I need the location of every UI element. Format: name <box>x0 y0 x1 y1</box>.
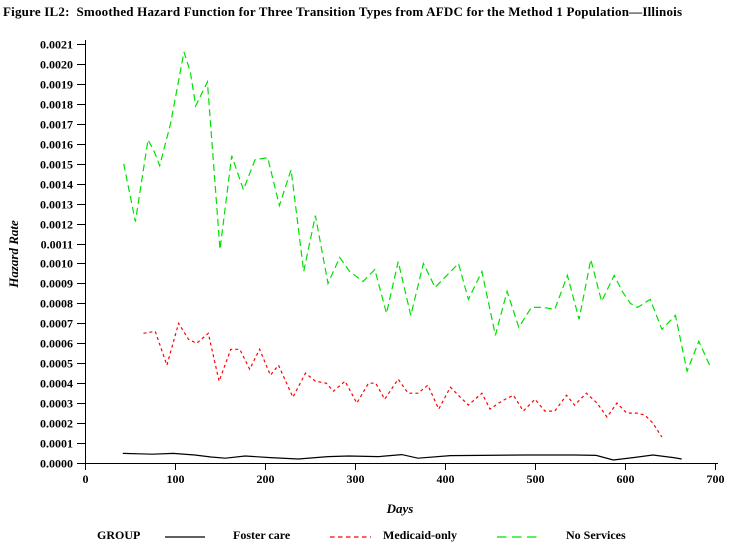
x-axis-title: Days <box>386 501 414 516</box>
x-tick-label: 400 <box>437 472 455 486</box>
figure-title: Figure IL2: Smoothed Hazard Function for… <box>3 4 683 19</box>
data-series <box>122 51 711 461</box>
y-tick-label: 0.0003 <box>40 397 73 411</box>
y-tick-label: 0.0011 <box>41 238 73 252</box>
y-tick-label: 0.0001 <box>40 437 73 451</box>
y-tick-label: 0.0002 <box>40 417 73 431</box>
y-tick-label: 0.0010 <box>40 257 73 271</box>
series-line-no-services <box>123 51 711 374</box>
x-tick-label: 600 <box>617 472 635 486</box>
y-tick-label: 0.0021 <box>40 38 73 52</box>
y-tick-label: 0.0017 <box>40 118 73 132</box>
y-tick-label: 0.0019 <box>40 78 73 92</box>
y-tick-label: 0.0013 <box>40 198 73 212</box>
y-tick-label: 0.0000 <box>40 457 73 471</box>
x-tick-label: 300 <box>347 472 365 486</box>
y-tick-label: 0.0012 <box>40 218 73 232</box>
y-tick-label: 0.0008 <box>40 297 73 311</box>
axes: 0.0000 0.0001 0.0002 0.0003 0.0004 0.0005 0.00… <box>40 38 725 487</box>
y-tick-label: 0.0004 <box>40 377 73 391</box>
y-tick-label: 0.0009 <box>40 277 73 291</box>
series-line-foster-care <box>122 452 682 461</box>
series-line-medicaid-only <box>143 321 663 438</box>
x-tick-label: 200 <box>257 472 275 486</box>
y-tick-label: 0.0007 <box>40 317 73 331</box>
y-tick-label: 0.0005 <box>40 357 73 371</box>
x-tick-label: 500 <box>527 472 545 486</box>
y-tick-label: 0.0016 <box>40 138 73 152</box>
x-tick-label: 0 <box>83 472 89 486</box>
y-tick-label: 0.0015 <box>40 158 73 172</box>
x-tick-label: 700 <box>707 472 725 486</box>
x-tick-label: 100 <box>167 472 185 486</box>
y-tick-label: 0.0020 <box>40 58 73 72</box>
y-tick-label: 0.0014 <box>40 178 73 192</box>
y-tick-label: 0.0006 <box>40 337 73 351</box>
y-tick-label: 0.0018 <box>40 98 73 112</box>
